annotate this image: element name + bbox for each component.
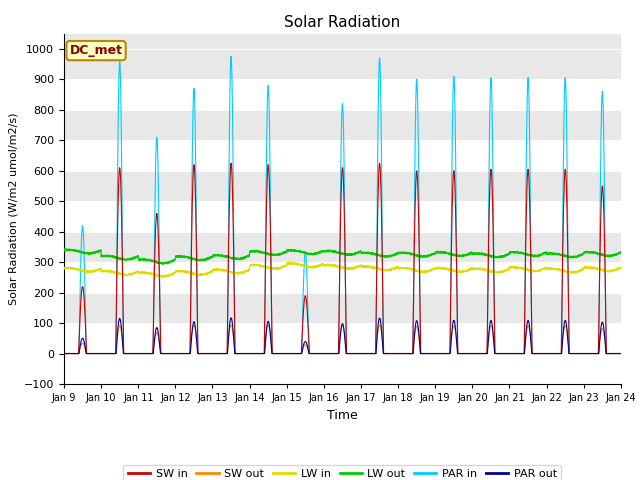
Bar	[64, 201, 621, 232]
Legend: SW in, SW out, LW in, LW out, PAR in, PAR out: SW in, SW out, LW in, LW out, PAR in, PA…	[124, 465, 561, 480]
Bar	[64, 354, 621, 384]
Bar	[64, 140, 621, 171]
X-axis label: Time: Time	[327, 408, 358, 421]
Bar	[64, 79, 621, 110]
Bar	[64, 293, 621, 323]
Bar	[64, 171, 621, 201]
Title: Solar Radiation: Solar Radiation	[284, 15, 401, 30]
Bar	[64, 262, 621, 293]
Bar	[64, 323, 621, 354]
Y-axis label: Solar Radiation (W/m2 umol/m2/s): Solar Radiation (W/m2 umol/m2/s)	[8, 112, 19, 305]
Bar	[64, 232, 621, 262]
Bar	[64, 110, 621, 140]
Bar	[64, 34, 621, 79]
Text: DC_met: DC_met	[70, 44, 123, 57]
